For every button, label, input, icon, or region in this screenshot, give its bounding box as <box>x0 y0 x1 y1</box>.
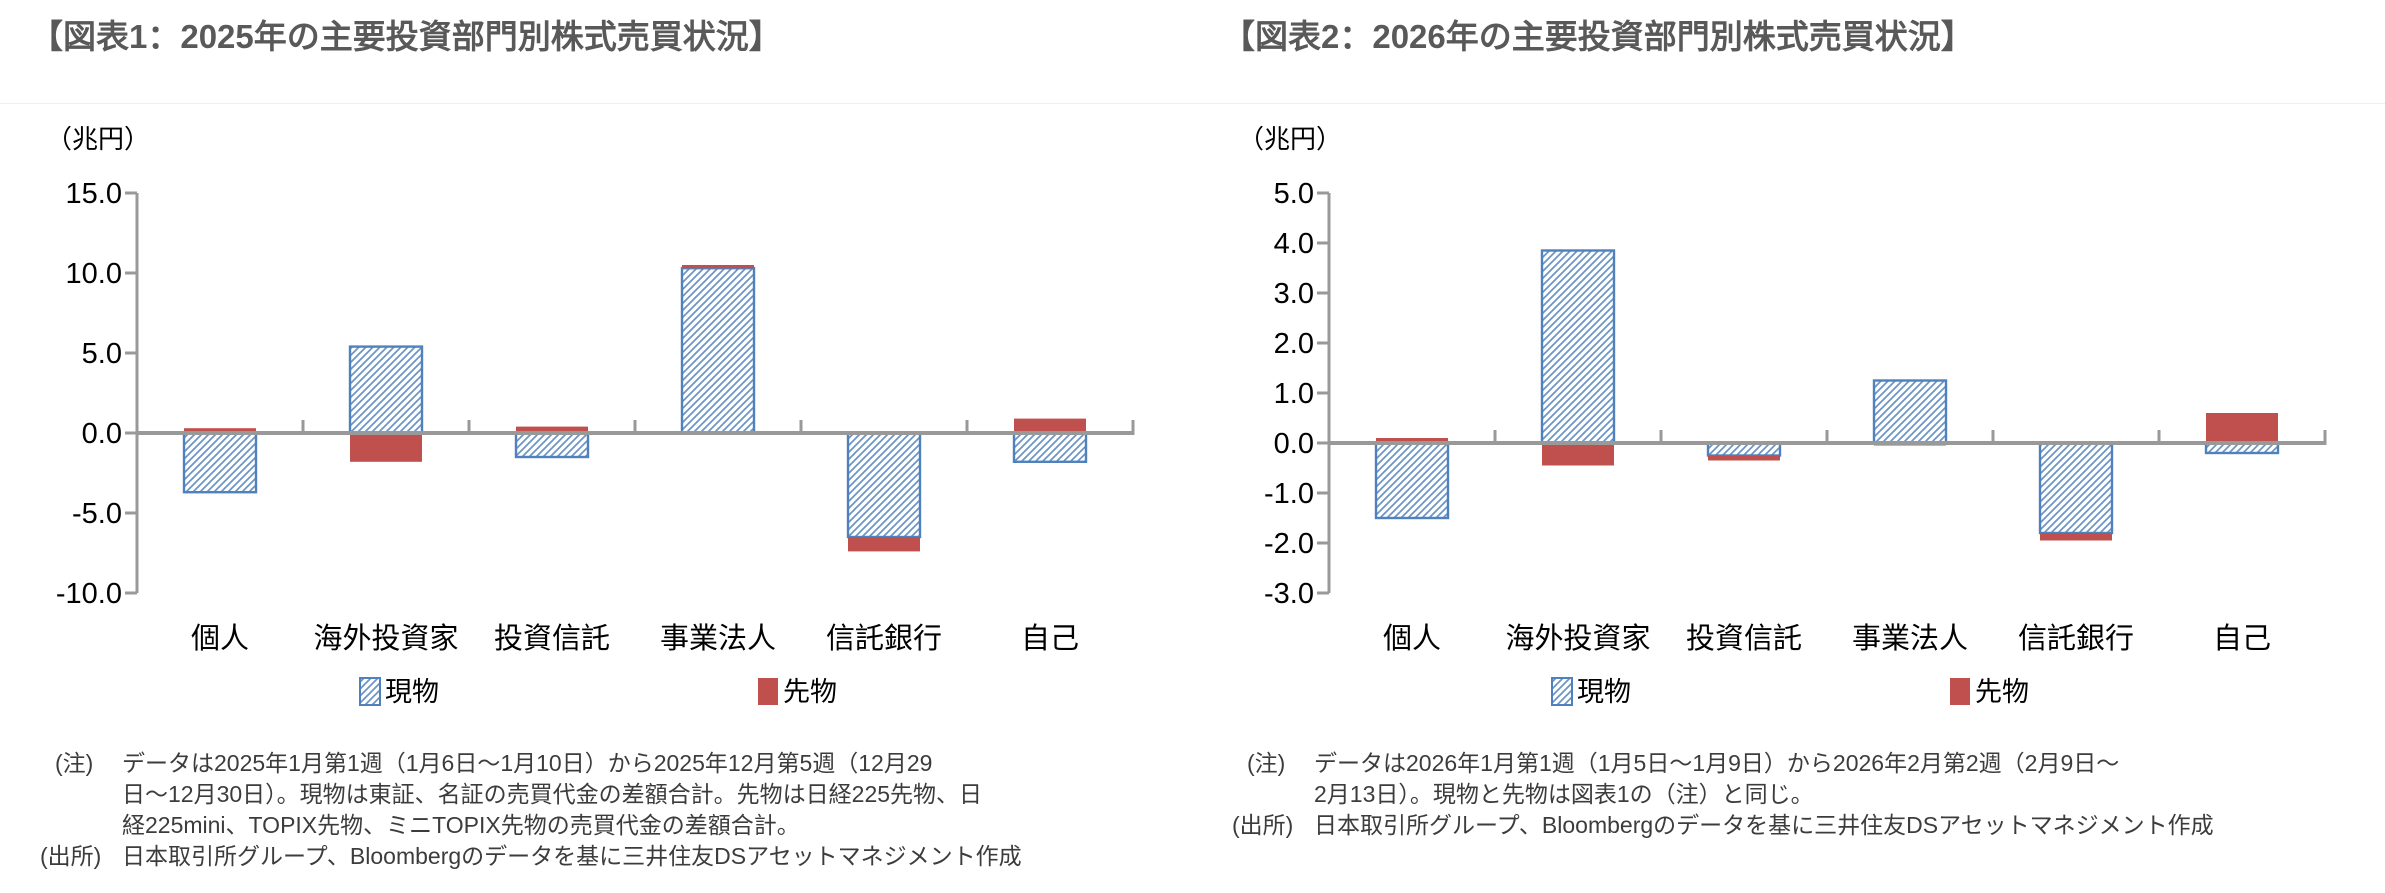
category-label-信託銀行: 信託銀行 <box>826 622 942 655</box>
bar-futures-事業法人 <box>682 265 754 269</box>
bar-spot-信託銀行 <box>846 431 922 539</box>
category-label-個人: 個人 <box>1383 623 1441 655</box>
source-label: (出所) <box>40 843 102 869</box>
figure1-note-row: (注) データは2025年1月第1週（1月6日～1月10日）から2025年12月… <box>40 748 1178 841</box>
figure2-notes: (注) データは2026年1月第1週（1月5日～1月9日）から2026年2月第2… <box>1232 748 2370 841</box>
bar-futures-自己 <box>2206 413 2278 443</box>
bar-futures-個人 <box>1376 438 1448 443</box>
legend-label-先物: 先物 <box>1975 677 2029 707</box>
bar-spot-個人 <box>1374 441 1450 520</box>
category-label-事業法人: 事業法人 <box>660 622 776 655</box>
y-tick-label: 2.0 <box>1274 328 1314 360</box>
y-tick-label: -2.0 <box>1264 528 1314 560</box>
figure1-chart: （兆円） 15.0 10.0 5.0 0.0 -5.0 -10.0 個人 海外投資家 投資信託 事業… <box>46 124 1135 707</box>
category-label-信託銀行: 信託銀行 <box>2018 622 2134 655</box>
figure1-source-row: (出所) 日本取引所グループ、Bloombergのデータを基に三井住友DSアセッ… <box>40 841 1178 872</box>
y-tick-label: 5.0 <box>82 338 122 370</box>
category-label-海外投資家: 海外投資家 <box>313 622 458 655</box>
figure1-title: 【図表1：2025年の主要投資部門別株式売買状況】 <box>30 18 782 55</box>
bar-futures-信託銀行 <box>848 537 920 552</box>
y-tick-label: 0.0 <box>1274 428 1314 460</box>
bar-futures-自己 <box>1014 418 1086 433</box>
legend-futures-swatch-icon <box>758 678 778 705</box>
figure2-note-row: (注) データは2026年1月第1週（1月5日～1月9日）から2026年2月第2… <box>1232 748 2370 810</box>
legend-spot-swatch-icon <box>359 677 381 706</box>
bar-futures-海外投資家 <box>1542 443 1614 466</box>
bar-futures-投資信託 <box>1708 455 1780 461</box>
y-axis-unit-label: （兆円） <box>1238 124 1342 154</box>
bar-spot-個人 <box>182 431 258 494</box>
source-text: 日本取引所グループ、Bloombergのデータを基に三井住友DSアセットマネジメ… <box>122 843 1022 869</box>
bar-spot-信託銀行 <box>2038 441 2114 535</box>
figure2-chart: （兆円） 5.0 4.0 3.0 2.0 1.0 0.0 -1.0 -2.0 -3.0 個人 海外投資… <box>1238 124 2327 707</box>
y-tick-label: 1.0 <box>1274 378 1314 410</box>
y-tick-label: -10.0 <box>56 578 122 610</box>
panel-figure1: 【図表1：2025年の主要投資部門別株式売買状況】 （兆円） 15.0 10.0 5.… <box>0 0 1192 893</box>
y-tick-label: -5.0 <box>72 498 122 530</box>
category-label-投資信託: 投資信託 <box>1686 622 1802 655</box>
source-text: 日本取引所グループ、Bloombergのデータを基に三井住友DSアセットマネジメ… <box>1314 812 2214 838</box>
y-tick-label: 5.0 <box>1274 178 1314 210</box>
legend-futures-swatch-icon <box>1950 678 1970 705</box>
bar-spot-海外投資家 <box>1540 249 1616 445</box>
divider-rule <box>0 103 2385 104</box>
y-axis-unit-label: （兆円） <box>46 124 150 154</box>
category-label-海外投資家: 海外投資家 <box>1505 622 1650 655</box>
bar-spot-投資信託 <box>514 431 590 459</box>
legend-label-先物: 先物 <box>783 677 837 707</box>
y-tick-label: 0.0 <box>82 418 122 450</box>
y-tick-label: 3.0 <box>1274 278 1314 310</box>
note-label: (注) <box>1247 750 1286 776</box>
bar-futures-個人 <box>184 428 256 433</box>
y-tick-label: -1.0 <box>1264 478 1314 510</box>
category-label-自己: 自己 <box>2213 622 2271 655</box>
figure1-notes: (注) データは2025年1月第1週（1月6日～1月10日）から2025年12月… <box>40 748 1178 872</box>
source-label: (出所) <box>1232 812 1294 838</box>
figure2-title: 【図表2：2026年の主要投資部門別株式売買状況】 <box>1222 18 1974 55</box>
note-text: データは2025年1月第1週（1月6日～1月10日）から2025年12月第5週（… <box>122 750 983 838</box>
bar-futures-投資信託 <box>516 426 588 433</box>
y-tick-label: -3.0 <box>1264 578 1314 610</box>
bar-spot-事業法人 <box>1872 379 1948 445</box>
legend-label-現物: 現物 <box>385 677 439 707</box>
panel-figure2: 【図表2：2026年の主要投資部門別株式売買状況】 （兆円） 5.0 4.0 3.0 2… <box>1192 0 2384 893</box>
note-text: データは2026年1月第1週（1月5日～1月9日）から2026年2月第2週（2月… <box>1314 750 2120 807</box>
y-tick-label: 4.0 <box>1274 228 1314 260</box>
bar-spot-事業法人 <box>680 266 756 435</box>
legend-label-現物: 現物 <box>1577 677 1631 707</box>
note-label: (注) <box>55 750 94 776</box>
category-label-投資信託: 投資信託 <box>494 622 610 655</box>
bar-futures-海外投資家 <box>350 433 422 462</box>
y-tick-label: 15.0 <box>66 178 122 210</box>
category-label-自己: 自己 <box>1021 622 1079 655</box>
bar-futures-信託銀行 <box>2040 533 2112 541</box>
figure2-source-row: (出所) 日本取引所グループ、Bloombergのデータを基に三井住友DSアセッ… <box>1232 810 2370 841</box>
legend-spot-swatch-icon <box>1551 677 1573 706</box>
bar-spot-自己 <box>1012 431 1088 463</box>
y-tick-label: 10.0 <box>66 258 122 290</box>
bar-spot-海外投資家 <box>348 345 424 435</box>
category-label-個人: 個人 <box>191 623 249 655</box>
category-label-事業法人: 事業法人 <box>1852 622 1968 655</box>
